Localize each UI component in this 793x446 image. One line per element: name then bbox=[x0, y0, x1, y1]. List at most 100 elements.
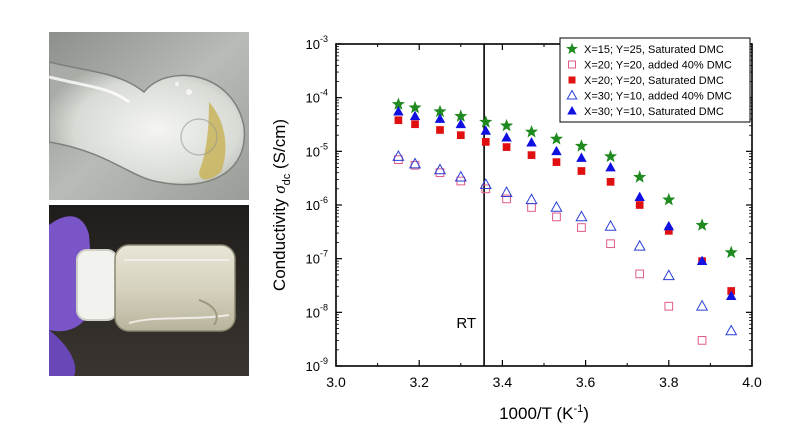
data-point bbox=[502, 143, 511, 151]
data-point bbox=[552, 212, 561, 222]
y-tick-label: 10-8 bbox=[306, 302, 328, 320]
data-point bbox=[696, 299, 709, 311]
data-point bbox=[408, 157, 422, 169]
legend-marker bbox=[566, 89, 578, 100]
data-point bbox=[436, 126, 444, 134]
series-2 bbox=[394, 155, 707, 345]
data-point bbox=[524, 125, 539, 138]
data-point bbox=[481, 138, 490, 146]
data-point bbox=[575, 210, 588, 222]
data-point bbox=[454, 109, 468, 122]
y-tick-label: 10-3 bbox=[306, 34, 328, 52]
data-point bbox=[527, 151, 536, 159]
data-point bbox=[552, 158, 561, 166]
data-point bbox=[633, 239, 646, 251]
vial-photo bbox=[49, 205, 249, 376]
data-point bbox=[605, 161, 616, 172]
data-point bbox=[435, 168, 445, 178]
data-point bbox=[502, 194, 511, 204]
flask-photo bbox=[49, 32, 249, 200]
x-tick-label: 3.8 bbox=[659, 374, 679, 390]
x-axis-label-main: 1000/T (K bbox=[499, 404, 574, 423]
data-point bbox=[433, 104, 447, 118]
data-point bbox=[635, 201, 644, 209]
data-point bbox=[725, 324, 738, 336]
series-3 bbox=[394, 116, 736, 295]
series-5 bbox=[393, 106, 737, 301]
data-point bbox=[480, 125, 491, 135]
x-axis-label-close: ) bbox=[583, 404, 589, 423]
data-point bbox=[525, 193, 538, 205]
rt-annotation: RT bbox=[456, 44, 485, 366]
data-points bbox=[391, 97, 738, 345]
y-tick-label: 10-5 bbox=[306, 141, 328, 159]
y-tick-label: 10-9 bbox=[306, 356, 328, 374]
legend-entry: X=15; Y=25, Saturated DMC bbox=[584, 44, 724, 56]
legend-box bbox=[559, 37, 751, 123]
data-point bbox=[664, 226, 673, 235]
rt-label: RT bbox=[456, 315, 476, 332]
x-axis-label-sup: -1 bbox=[573, 403, 583, 415]
data-point bbox=[501, 132, 512, 142]
data-point bbox=[635, 269, 645, 279]
data-point bbox=[604, 149, 618, 163]
data-point bbox=[411, 120, 419, 129]
data-point bbox=[500, 186, 513, 197]
data-point bbox=[695, 218, 709, 231]
legend-marker bbox=[568, 60, 576, 69]
data-point bbox=[409, 110, 421, 121]
data-point bbox=[662, 269, 675, 281]
data-point bbox=[527, 203, 536, 212]
legend-entry: X=30; Y=10, added 40% DMC bbox=[584, 91, 732, 103]
data-point bbox=[696, 255, 708, 265]
series-4 bbox=[392, 150, 738, 336]
legend-marker bbox=[568, 76, 576, 84]
data-point bbox=[549, 132, 564, 145]
legend-entry: X=20; Y=20, added 40% DMC bbox=[584, 60, 732, 72]
data-point bbox=[577, 223, 586, 232]
y-axis-label: Conductivity σdc (S/cm) bbox=[270, 119, 293, 291]
data-point bbox=[577, 167, 586, 175]
y-axis: 10-3 10-4 10-5 10-6 10-7 10-8 10-9 bbox=[306, 34, 752, 374]
data-point bbox=[574, 139, 588, 152]
data-point bbox=[456, 131, 465, 140]
legend-marker bbox=[567, 106, 577, 115]
data-point bbox=[479, 115, 493, 128]
data-point bbox=[433, 163, 447, 175]
x-tick-label: 4.0 bbox=[742, 374, 762, 390]
data-point bbox=[634, 191, 645, 202]
data-point bbox=[697, 336, 707, 345]
x-tick-label: 3.2 bbox=[409, 374, 429, 390]
data-point bbox=[394, 116, 403, 125]
data-point bbox=[454, 170, 467, 182]
flask-photo-icon bbox=[49, 32, 249, 200]
data-point bbox=[633, 170, 647, 183]
x-axis-label: 1000/T (K-1) bbox=[499, 403, 589, 423]
data-point bbox=[662, 192, 676, 206]
data-point bbox=[725, 290, 737, 301]
x-tick-label: 3.6 bbox=[576, 374, 596, 390]
x-tick-label: 3.0 bbox=[326, 374, 346, 390]
legend-entry: X=30; Y=10, Saturated DMC bbox=[584, 106, 724, 118]
data-point bbox=[606, 178, 615, 186]
data-point bbox=[551, 145, 562, 156]
data-point bbox=[526, 137, 537, 147]
x-axis: 3.0 3.2 3.4 3.6 3.8 4.0 bbox=[326, 44, 762, 390]
data-point bbox=[664, 301, 674, 311]
data-point bbox=[394, 155, 403, 164]
data-point bbox=[500, 118, 514, 132]
data-point bbox=[479, 178, 492, 189]
data-point bbox=[391, 97, 405, 110]
data-point bbox=[606, 239, 615, 249]
data-point bbox=[663, 220, 675, 231]
series-1 bbox=[391, 97, 738, 259]
data-point bbox=[434, 113, 446, 123]
data-point bbox=[724, 245, 738, 259]
data-point bbox=[604, 219, 617, 231]
data-point bbox=[392, 150, 405, 161]
x-tick-label: 3.4 bbox=[493, 374, 513, 390]
legend-entry: X=20; Y=20, Saturated DMC bbox=[584, 75, 724, 87]
legend-marker bbox=[566, 42, 578, 55]
data-point bbox=[576, 152, 587, 162]
